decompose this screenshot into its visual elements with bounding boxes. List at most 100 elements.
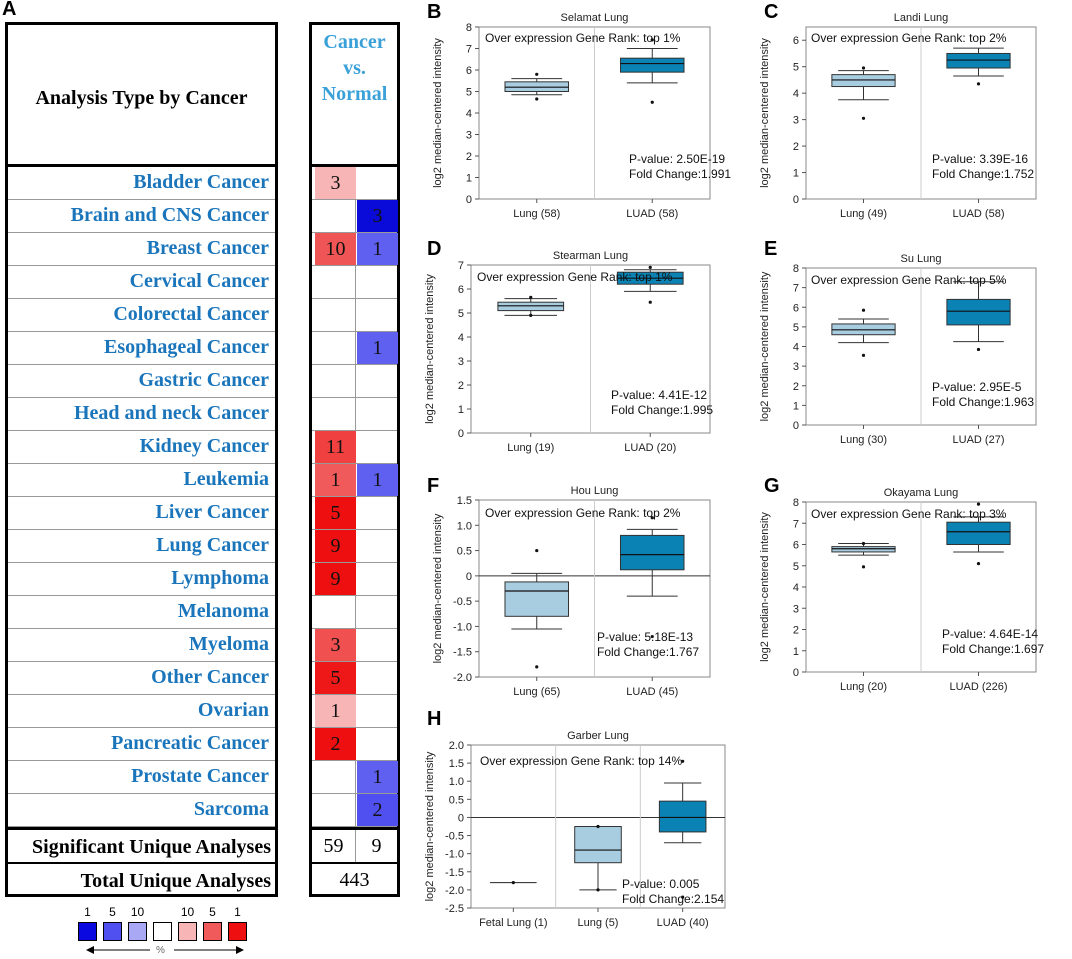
cancer-name[interactable]: Melanoma bbox=[177, 600, 269, 622]
y-tick-label: 3 bbox=[793, 115, 799, 127]
y-tick-label: 8 bbox=[466, 22, 472, 34]
y-tick-label: 3 bbox=[793, 361, 799, 373]
rank-annotation: Over expression Gene Rank: top 1% bbox=[485, 31, 681, 45]
legend-swatch bbox=[178, 922, 197, 941]
y-tick-label: 3 bbox=[466, 130, 472, 142]
underexpression-cell[interactable]: 1 bbox=[357, 464, 398, 496]
cancer-vs-normal-cells: 3 3 10 1 1 11 1 1 5 9 9 3 5 1 2 1 2 bbox=[309, 164, 400, 830]
x-tick-label: Lung (20) bbox=[840, 681, 887, 693]
cancer-name[interactable]: Head and neck Cancer bbox=[74, 402, 269, 424]
y-tick-label: 1.5 bbox=[449, 758, 464, 770]
chart-panel-d: D Stearman Lung 0 1 2 3 4 5 6 7 log2 median-center… bbox=[424, 238, 713, 454]
underexpression-cell[interactable]: 1 bbox=[357, 332, 398, 364]
y-tick-label: 4 bbox=[458, 332, 464, 344]
y-axis-label: log2 median-centered intensity bbox=[424, 751, 436, 901]
fold-change: Fold Change:1.752 bbox=[932, 167, 1034, 181]
legend-number: 5 bbox=[109, 905, 116, 919]
overexpression-cell[interactable]: 5 bbox=[315, 497, 356, 529]
outlier-point bbox=[681, 895, 685, 899]
chart-title: Stearman Lung bbox=[553, 250, 628, 262]
cancer-name[interactable]: Ovarian bbox=[197, 699, 269, 721]
y-axis-label: log2 median-centered intensity bbox=[759, 271, 771, 421]
cancer-cell-row: 10 1 bbox=[312, 233, 398, 266]
cancer-name[interactable]: Sarcoma bbox=[193, 798, 269, 820]
panel-e-letter: E bbox=[764, 238, 777, 260]
outlier-point bbox=[861, 541, 866, 546]
outlier-point bbox=[861, 308, 866, 312]
significant-left-value: 59 bbox=[323, 835, 344, 857]
cancer-row: Lung Cancer bbox=[8, 530, 275, 563]
x-tick-label: Lung (65) bbox=[513, 686, 560, 698]
cancer-name[interactable]: Esophageal Cancer bbox=[104, 336, 269, 358]
underexpression-cell[interactable]: 1 bbox=[357, 761, 398, 793]
overexpression-cell[interactable]: 3 bbox=[315, 167, 356, 199]
cancer-name[interactable]: Myeloma bbox=[189, 633, 269, 655]
cancer-name[interactable]: Other Cancer bbox=[151, 666, 269, 688]
underexpression-cell[interactable]: 1 bbox=[357, 233, 398, 265]
overexpression-cell[interactable]: 1 bbox=[315, 464, 356, 496]
overexpression-cell[interactable]: 1 bbox=[315, 695, 356, 727]
cancer-row: Prostate Cancer bbox=[8, 761, 275, 794]
chart-panel-c: C Landi Lung 0 1 2 3 4 5 6 log2 median-centered i… bbox=[759, 1, 1037, 220]
panel-c-letter: C bbox=[764, 1, 778, 23]
y-tick-label: 5 bbox=[793, 62, 799, 74]
y-tick-label: 2 bbox=[793, 625, 799, 637]
outlier-point bbox=[861, 353, 866, 357]
legend-unit: % bbox=[156, 945, 165, 956]
underexpression-cell[interactable]: 2 bbox=[357, 794, 398, 826]
overexpression-cell[interactable]: 5 bbox=[315, 662, 356, 694]
cancer-name[interactable]: Cervical Cancer bbox=[129, 270, 269, 292]
outlier-point bbox=[976, 562, 981, 566]
cancer-cell-row: 1 bbox=[312, 761, 398, 794]
p-value: P-value: 4.41E-12 bbox=[611, 388, 707, 402]
significant-right-value: 9 bbox=[371, 835, 382, 857]
cancer-name[interactable]: Gastric Cancer bbox=[138, 369, 269, 391]
legend-swatch bbox=[128, 922, 147, 941]
y-tick-label: 2 bbox=[793, 141, 799, 153]
box-iqr bbox=[574, 826, 622, 864]
cancer-name[interactable]: Pancreatic Cancer bbox=[111, 732, 269, 754]
cancer-name[interactable]: Kidney Cancer bbox=[139, 435, 269, 457]
underexpression-cell[interactable]: 3 bbox=[357, 200, 398, 232]
cancer-name[interactable]: Liver Cancer bbox=[155, 501, 270, 523]
box-iqr bbox=[619, 534, 685, 571]
panel-f-letter: F bbox=[427, 475, 439, 497]
legend-swatch bbox=[228, 922, 247, 941]
overexpression-cell[interactable]: 3 bbox=[315, 629, 356, 661]
cancer-name[interactable]: Leukemia bbox=[183, 468, 269, 490]
cancer-name[interactable]: Brain and CNS Cancer bbox=[70, 204, 269, 226]
box-iqr bbox=[504, 581, 570, 617]
cancer-row: Melanoma bbox=[8, 596, 275, 629]
fold-change: Fold Change:1.991 bbox=[629, 167, 731, 181]
cancer-name[interactable]: Lung Cancer bbox=[156, 534, 269, 556]
cancer-cell-row: 3 bbox=[312, 629, 397, 662]
cancer-cell-row: 5 bbox=[312, 662, 397, 695]
cancer-name[interactable]: Prostate Cancer bbox=[131, 765, 269, 787]
overexpression-cell[interactable]: 10 bbox=[315, 233, 356, 265]
outlier-point bbox=[648, 265, 652, 269]
box-iqr bbox=[946, 298, 1011, 326]
overexpression-cell[interactable]: 2 bbox=[315, 728, 356, 760]
y-axis-label: log2 median-centered intensity bbox=[424, 274, 436, 424]
cancer-name[interactable]: Colorectal Cancer bbox=[113, 303, 269, 325]
p-value: P-value: 4.64E-14 bbox=[942, 627, 1038, 641]
x-tick-label: LUAD (27) bbox=[953, 434, 1005, 446]
cancer-name[interactable]: Breast Cancer bbox=[146, 237, 269, 259]
y-tick-label: 5 bbox=[466, 87, 472, 99]
cancer-name[interactable]: Bladder Cancer bbox=[133, 171, 269, 193]
y-tick-label: 6 bbox=[793, 35, 799, 47]
legend-swatch bbox=[153, 922, 172, 941]
cancer-name[interactable]: Lymphoma bbox=[171, 567, 269, 589]
outlier-point bbox=[529, 295, 533, 299]
y-tick-label: 7 bbox=[793, 283, 799, 295]
overexpression-cell[interactable]: 11 bbox=[315, 431, 356, 463]
legend-number: 5 bbox=[209, 905, 216, 919]
cancer-row: Leukemia bbox=[8, 464, 275, 497]
overexpression-cell[interactable]: 9 bbox=[315, 563, 356, 595]
overexpression-cell[interactable]: 9 bbox=[315, 530, 356, 562]
x-tick-label: Lung (5) bbox=[578, 917, 619, 929]
box-iqr bbox=[658, 800, 707, 833]
x-tick-label: Lung (49) bbox=[840, 208, 887, 220]
panel-a-letter: A bbox=[2, 0, 17, 20]
